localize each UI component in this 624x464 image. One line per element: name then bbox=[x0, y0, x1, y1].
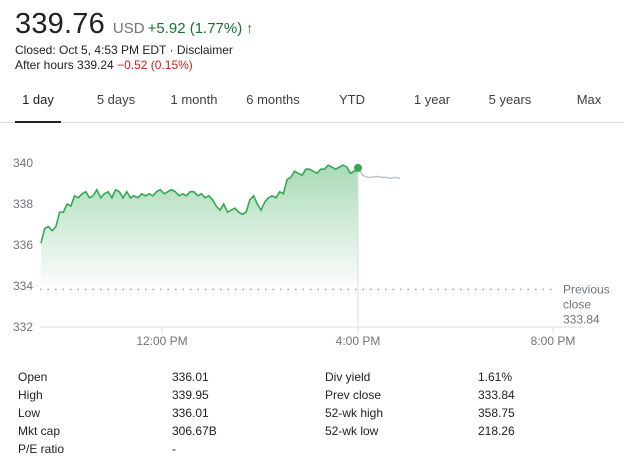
stat-label: Mkt cap bbox=[18, 424, 61, 438]
stat-value: 218.26 bbox=[478, 424, 515, 438]
tab-5-days[interactable]: 5 days bbox=[96, 92, 136, 107]
arrow-up-icon: ↑ bbox=[246, 20, 254, 36]
stat-label: 52-wk low bbox=[325, 424, 379, 438]
price-area-fill bbox=[41, 165, 358, 286]
previous-close-label: close bbox=[563, 297, 591, 311]
stat-label: High bbox=[18, 388, 43, 402]
stat-label: Open bbox=[18, 370, 48, 384]
stat-label: P/E ratio bbox=[18, 442, 65, 456]
tab-1-month[interactable]: 1 month bbox=[170, 92, 218, 107]
x-tick-label: 4:00 PM bbox=[336, 334, 381, 348]
stock-price: 339.76 bbox=[15, 8, 105, 40]
stat-value: 339.95 bbox=[172, 388, 209, 402]
stat-label: Prev close bbox=[325, 388, 382, 402]
tab-1-day[interactable]: 1 day bbox=[15, 86, 61, 123]
stat-value: 336.01 bbox=[172, 370, 209, 384]
currency-label: USD bbox=[112, 20, 145, 37]
tab-max[interactable]: Max bbox=[576, 92, 602, 107]
x-tick-label: 12:00 PM bbox=[136, 334, 187, 348]
stat-value: 333.84 bbox=[478, 388, 515, 402]
after-hours-label: After hours 339.24 bbox=[15, 58, 114, 72]
range-tabs: 1 day 5 days 1 month 6 months YTD 1 year… bbox=[0, 86, 624, 123]
after-hours-line bbox=[357, 167, 401, 180]
previous-close-label: Previous bbox=[563, 282, 610, 296]
stat-value: 336.01 bbox=[172, 406, 209, 420]
stat-label: Div yield bbox=[325, 370, 371, 384]
disclaimer-link[interactable]: Disclaimer bbox=[176, 43, 233, 57]
closed-text: Closed: Oct 5, 4:53 PM EDT bbox=[15, 43, 167, 57]
after-hours-info: After hours 339.24 −0.52 (0.15%) bbox=[15, 58, 253, 73]
tab-1-year[interactable]: 1 year bbox=[413, 92, 451, 107]
stat-value: 358.75 bbox=[478, 406, 515, 420]
price-change: +5.92 (1.77%) bbox=[147, 20, 243, 37]
stat-label: Low bbox=[18, 406, 41, 420]
tab-6-months[interactable]: 6 months bbox=[246, 92, 300, 107]
y-tick-label: 338 bbox=[13, 197, 33, 211]
stat-value: - bbox=[172, 442, 176, 456]
y-tick-label: 334 bbox=[13, 279, 33, 293]
after-hours-change: −0.52 (0.15%) bbox=[117, 58, 193, 72]
stat-value: 1.61% bbox=[478, 370, 513, 384]
closed-info: Closed: Oct 5, 4:53 PM EDT · Disclaimer bbox=[15, 43, 253, 58]
y-tick-label: 340 bbox=[13, 156, 33, 170]
stat-value: 306.67B bbox=[172, 424, 217, 438]
y-tick-label: 332 bbox=[13, 320, 33, 334]
tab-5-years[interactable]: 5 years bbox=[488, 92, 532, 107]
separator: · bbox=[169, 43, 174, 57]
quote-header: 339.76 USD +5.92 (1.77%) ↑ Closed: Oct 5… bbox=[15, 8, 253, 73]
close-marker bbox=[354, 163, 362, 172]
previous-close-value: 333.84 bbox=[563, 312, 600, 326]
x-tick-label: 8:00 PM bbox=[531, 334, 576, 348]
y-tick-label: 336 bbox=[13, 238, 33, 252]
tab-ytd[interactable]: YTD bbox=[339, 92, 365, 107]
price-line bbox=[40, 164, 359, 244]
stat-label: 52-wk high bbox=[325, 406, 384, 420]
